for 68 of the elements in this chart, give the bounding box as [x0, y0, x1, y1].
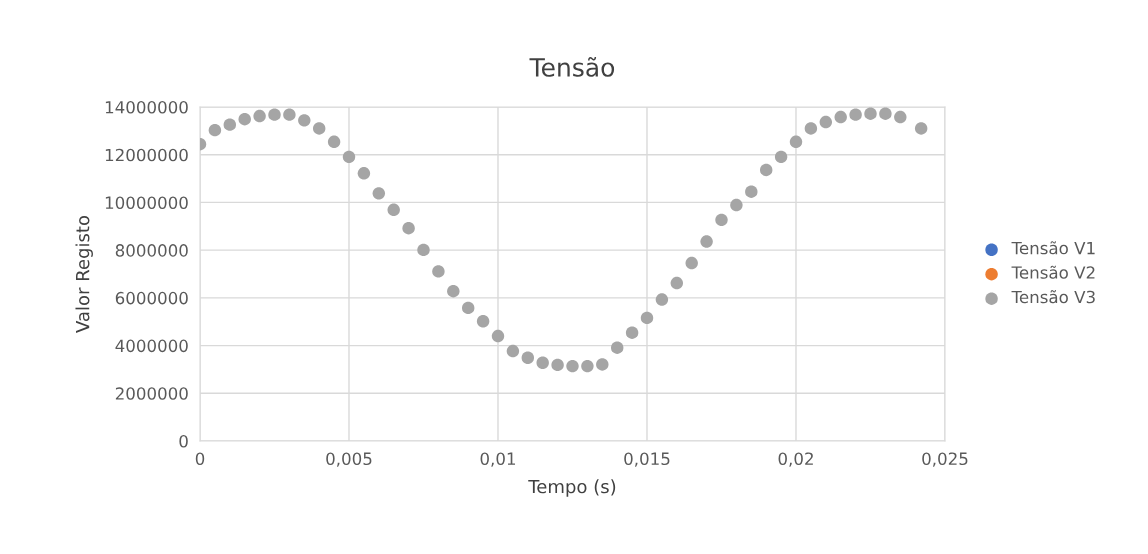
y-tick-label: 8000000 [115, 244, 188, 257]
y-tick-label: 0 [179, 434, 188, 448]
point [387, 203, 400, 217]
point [864, 107, 877, 120]
point [238, 112, 251, 126]
point [745, 185, 758, 198]
point [536, 356, 549, 369]
x-axis-title: Tempo (s) [528, 479, 616, 497]
point [610, 341, 624, 354]
point [670, 276, 684, 290]
legend-label: Tensão V1 [1011, 241, 1095, 255]
point [581, 359, 594, 373]
point [596, 358, 609, 371]
point [521, 351, 535, 364]
x-tick-label: 0,02 [778, 452, 813, 467]
point [655, 293, 669, 306]
point [432, 265, 445, 278]
point [715, 213, 728, 227]
y-tick-label: 6000000 [115, 291, 188, 305]
point [208, 123, 222, 137]
point [914, 122, 928, 135]
point [342, 150, 356, 164]
point [849, 108, 862, 121]
x-tick-label: 0,015 [624, 452, 670, 467]
point [447, 284, 460, 298]
x-tick-label: 0 [195, 452, 205, 466]
point [789, 135, 803, 149]
point [566, 359, 579, 373]
point [327, 135, 341, 149]
point [819, 115, 833, 129]
point [268, 108, 281, 121]
point [461, 301, 475, 315]
point [625, 326, 639, 339]
point [417, 243, 430, 257]
point [774, 150, 788, 164]
point [223, 118, 237, 131]
y-tick-label: 2000000 [115, 387, 188, 400]
y-tick-label: 4000000 [115, 339, 188, 353]
y-tick-label: 14000000 [105, 100, 188, 114]
point [879, 107, 892, 120]
chart-title: Tensão [529, 57, 615, 77]
point [730, 198, 743, 212]
point [491, 329, 505, 343]
point [804, 122, 818, 135]
point [402, 221, 415, 235]
legend-label: Tensão V3 [1011, 290, 1095, 304]
legend-label: Tensão V2 [1011, 265, 1095, 279]
point [700, 235, 713, 248]
point [298, 114, 311, 127]
point [894, 110, 907, 124]
point [283, 108, 296, 121]
point [357, 167, 371, 180]
point [476, 315, 490, 328]
point [372, 187, 386, 200]
y-axis-title: Valor Registo [75, 215, 93, 333]
point [551, 358, 564, 372]
x-tick-label: 0,025 [922, 452, 968, 467]
y-tick-label: 10000000 [105, 196, 188, 209]
x-tick-label: 0,01 [480, 452, 516, 467]
point [506, 344, 520, 358]
point [759, 163, 773, 177]
point [640, 311, 654, 325]
y-tick-label: 12000000 [105, 148, 188, 162]
point [253, 109, 266, 123]
point [834, 110, 847, 124]
x-tick-label: 0,005 [326, 452, 372, 467]
point [312, 122, 326, 135]
point [685, 256, 698, 270]
